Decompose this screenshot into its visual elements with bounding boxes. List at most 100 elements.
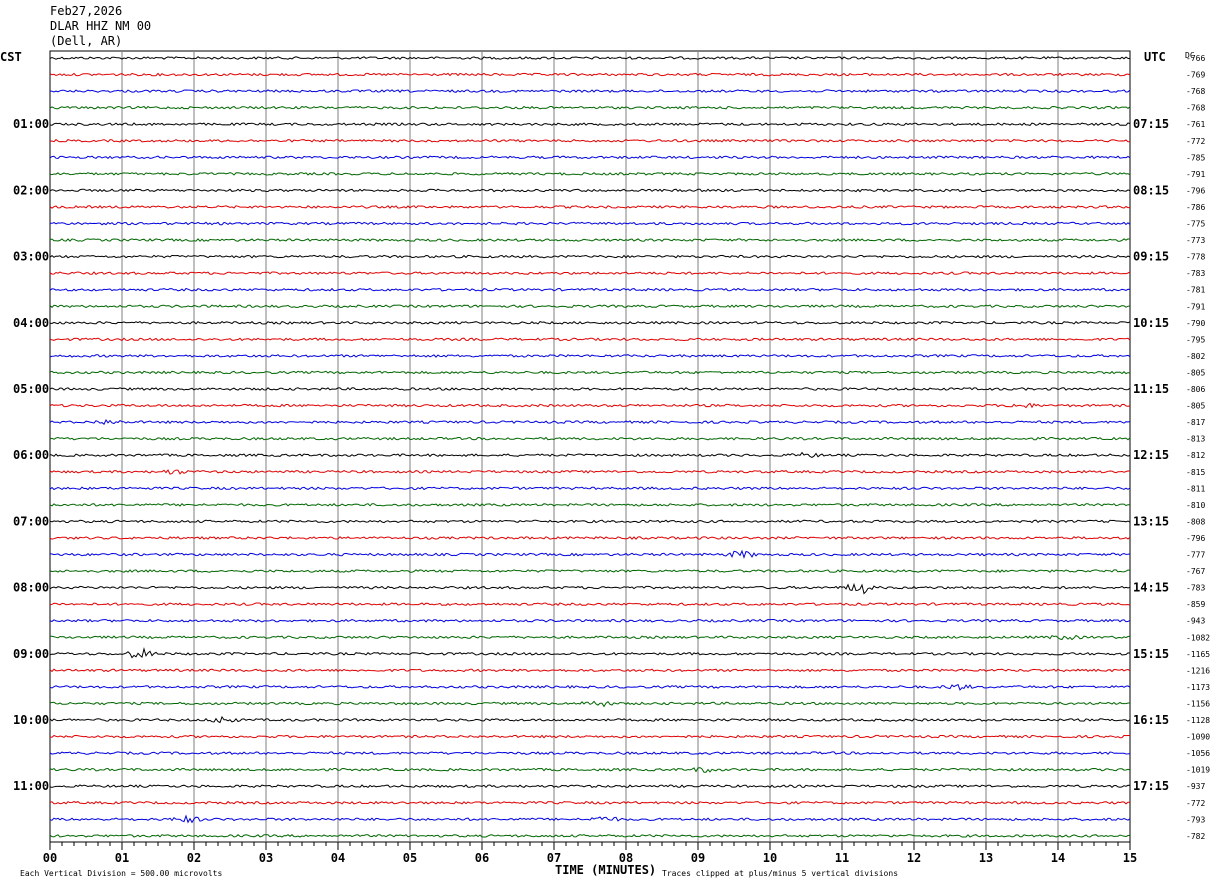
left-hour-label: 06:00: [13, 448, 49, 462]
header-date: Feb27,2026: [50, 4, 123, 18]
x-tick-label: 00: [43, 851, 57, 865]
trace-row-45: [49, 800, 1131, 805]
header-station: DLAR HHZ NM 00: [50, 19, 152, 33]
plot-frame: [49, 50, 1131, 843]
trace-row-24: [49, 451, 1131, 458]
trace-row-41: [49, 734, 1130, 739]
x-tick-label: 12: [907, 851, 921, 865]
x-tick-label: 11: [835, 851, 849, 865]
dc-offset-label: -791: [1186, 302, 1205, 311]
trace-row-27: [49, 502, 1131, 507]
dc-offset-label: -805: [1186, 368, 1205, 377]
right-hour-label: 12:15: [1133, 448, 1169, 462]
dc-offset-label: -1090: [1186, 733, 1210, 742]
trace-row-19: [49, 370, 1131, 375]
x-tick-label: 02: [187, 851, 201, 865]
trace-row-25: [49, 469, 1131, 475]
right-hour-label: 17:15: [1133, 779, 1169, 793]
division-note: Each Vertical Division = 500.00 microvol…: [20, 869, 222, 878]
trace-row-35: [49, 634, 1131, 641]
trace-row-31: [49, 569, 1131, 573]
dc-offset-label: -1019: [1186, 766, 1210, 775]
dc-offset-label: -791: [1186, 170, 1205, 179]
trace-row-43: [49, 767, 1131, 773]
trace-row-26: [49, 486, 1131, 491]
dc-offset-label: -1165: [1186, 650, 1210, 659]
trace-row-14: [49, 287, 1131, 292]
x-tick-label: 10: [763, 851, 777, 865]
trace-row-20: [49, 387, 1131, 391]
dc-offset-label: -1056: [1186, 749, 1210, 758]
right-hour-label: 10:15: [1133, 316, 1169, 330]
trace-row-4: [49, 122, 1131, 127]
dc-offset-label: -813: [1186, 435, 1205, 444]
trace-row-44: [49, 784, 1131, 789]
trace-row-37: [49, 668, 1131, 673]
dc-offset-label: -796: [1186, 534, 1205, 543]
trace-row-46: [49, 814, 1131, 824]
dc-offset-label: -782: [1186, 832, 1205, 841]
x-tick-label: 06: [475, 851, 489, 865]
dc-offset-label: -781: [1186, 286, 1205, 295]
trace-row-21: [49, 402, 1131, 409]
dc-offset-label: -772: [1186, 137, 1205, 146]
dc-offset-label: -772: [1186, 799, 1205, 808]
trace-row-9: [49, 205, 1130, 209]
right-hour-label: 13:15: [1133, 514, 1169, 528]
left-hour-label: 05:00: [13, 382, 49, 396]
dc-offset-label: -815: [1186, 468, 1205, 477]
left-hour-label: 03:00: [13, 250, 49, 264]
dc-offset-label: -1082: [1186, 633, 1210, 642]
left-hour-label: 01:00: [13, 117, 49, 131]
left-hour-label: 04:00: [13, 316, 49, 330]
dc-offset-label: -793: [1186, 815, 1205, 824]
dc-offset-label: -768: [1186, 87, 1205, 96]
dc-label: DC: [1185, 51, 1195, 60]
x-tick-label: 04: [331, 851, 345, 865]
right-timezone-label: UTC: [1144, 50, 1166, 64]
dc-offset-label: -1128: [1186, 716, 1210, 725]
trace-row-23: [49, 436, 1131, 441]
right-hour-label: 15:15: [1133, 647, 1169, 661]
dc-offset-label: -783: [1186, 584, 1205, 593]
dc-offset-label: -767: [1186, 567, 1205, 576]
trace-row-16: [49, 320, 1131, 325]
dc-offset-label: -796: [1186, 186, 1205, 195]
left-hour-label: 11:00: [13, 779, 49, 793]
left-hour-label: 08:00: [13, 581, 49, 595]
clip-note: Traces clipped at plus/minus 5 vertical …: [662, 869, 898, 878]
dc-offset-label: -786: [1186, 203, 1205, 212]
trace-row-10: [49, 221, 1131, 226]
dc-offset-label: -859: [1186, 600, 1205, 609]
trace-row-22: [49, 419, 1131, 425]
dc-offset-label: -766: [1186, 54, 1205, 63]
trace-row-28: [49, 519, 1131, 524]
dc-offset-label: -783: [1186, 269, 1205, 278]
dc-offset-label: -795: [1186, 335, 1205, 344]
dc-offset-label: -773: [1186, 236, 1205, 245]
x-tick-label: 13: [979, 851, 993, 865]
dc-offset-label: -769: [1186, 71, 1205, 80]
dc-offset-label: -775: [1186, 220, 1205, 229]
x-tick-label: 05: [403, 851, 417, 865]
left-hour-label: 02:00: [13, 183, 49, 197]
trace-row-36: [49, 646, 1131, 659]
x-tick-label: 14: [1051, 851, 1065, 865]
x-axis-title: TIME (MINUTES): [555, 863, 656, 877]
trace-row-29: [49, 536, 1131, 540]
header-location: (Dell, AR): [50, 34, 123, 48]
trace-row-47: [49, 834, 1131, 838]
dc-offset-label: -810: [1186, 501, 1205, 510]
dc-offset-label: -811: [1186, 484, 1205, 493]
dc-offset-label: -778: [1186, 253, 1205, 262]
trace-row-34: [49, 618, 1131, 623]
dc-offset-label: -937: [1186, 782, 1205, 791]
trace-row-42: [49, 751, 1131, 755]
dc-offset-label: -943: [1186, 617, 1205, 626]
trace-row-13: [49, 271, 1131, 275]
dc-offset-label: -812: [1186, 451, 1205, 460]
right-hour-label: 16:15: [1133, 713, 1169, 727]
trace-row-38: [49, 683, 1131, 691]
dc-offset-label: -808: [1186, 517, 1205, 526]
